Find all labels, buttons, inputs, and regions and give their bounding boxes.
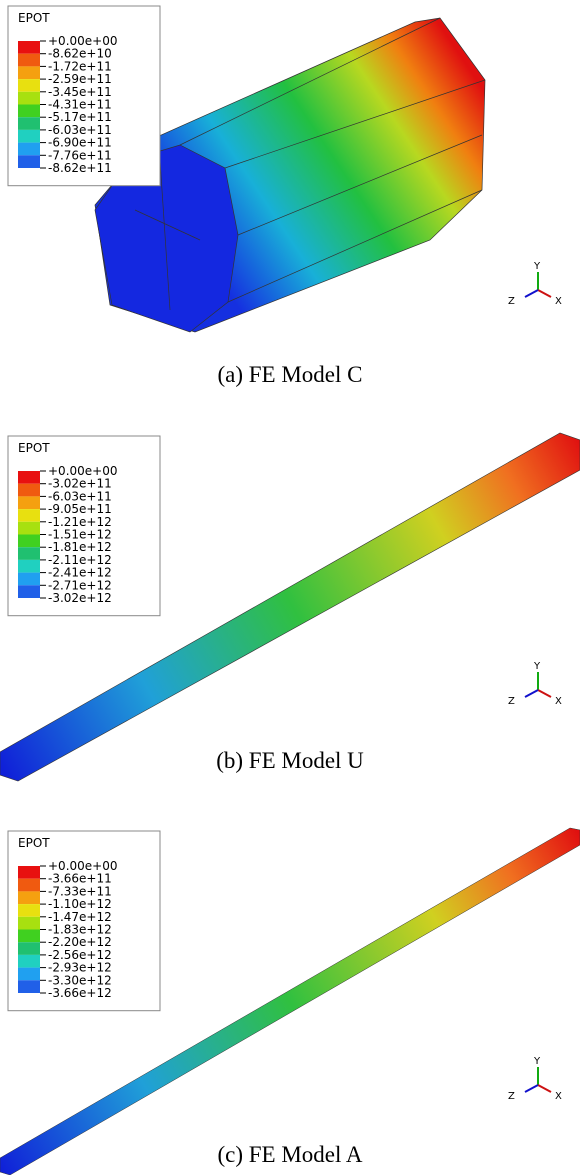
triad-label: Z	[508, 696, 515, 707]
legend-label: -8.62e+11	[48, 161, 112, 175]
triad-z	[525, 1085, 538, 1092]
triad-x	[538, 290, 551, 297]
triad-x	[538, 1085, 551, 1092]
triad-label: Y	[533, 1056, 541, 1067]
triad-label: X	[555, 696, 562, 707]
legend-label: -3.02e+12	[48, 591, 112, 605]
legend-swatch	[18, 155, 40, 168]
caption: (b) FE Model U	[216, 748, 364, 773]
triad-label: Z	[508, 1091, 515, 1102]
triad-z	[525, 690, 538, 697]
legend-swatch	[18, 79, 40, 92]
legend-swatch	[18, 904, 40, 917]
legend-swatch	[18, 143, 40, 156]
legend-swatch	[18, 509, 40, 522]
legend-swatch	[18, 942, 40, 955]
legend-swatch	[18, 585, 40, 598]
caption: (a) FE Model C	[217, 362, 362, 387]
legend-swatch	[18, 496, 40, 509]
legend-swatch	[18, 955, 40, 968]
legend-swatch	[18, 930, 40, 943]
legend-swatch	[18, 547, 40, 560]
legend-swatch	[18, 866, 40, 879]
triad-label: Z	[508, 296, 515, 307]
legend-swatch	[18, 879, 40, 892]
legend-swatch	[18, 471, 40, 484]
triad-label: Y	[533, 261, 541, 272]
legend-swatch	[18, 560, 40, 573]
figure: EPOT+0.00e+00-8.62e+10-1.72e+11-2.59e+11…	[0, 0, 580, 1175]
legend-swatch	[18, 66, 40, 79]
legend-swatch	[18, 891, 40, 904]
triad-z	[525, 290, 538, 297]
legend-label: -3.66e+12	[48, 986, 112, 1000]
legend-swatch	[18, 41, 40, 54]
triad-label: X	[555, 296, 562, 307]
legend-swatch	[18, 54, 40, 67]
triad-label: Y	[533, 661, 541, 672]
legend-swatch	[18, 573, 40, 586]
legend-swatch	[18, 522, 40, 535]
legend-swatch	[18, 980, 40, 993]
legend-swatch	[18, 917, 40, 930]
legend-swatch	[18, 484, 40, 497]
triad-label: X	[555, 1091, 562, 1102]
legend-swatch	[18, 117, 40, 130]
legend-title: EPOT	[18, 441, 50, 455]
caption: (c) FE Model A	[217, 1142, 362, 1167]
legend-swatch	[18, 92, 40, 105]
legend-swatch	[18, 130, 40, 143]
legend-title: EPOT	[18, 11, 50, 25]
legend-swatch	[18, 968, 40, 981]
legend-swatch	[18, 535, 40, 548]
legend-title: EPOT	[18, 836, 50, 850]
triad-x	[538, 690, 551, 697]
legend-swatch	[18, 105, 40, 118]
